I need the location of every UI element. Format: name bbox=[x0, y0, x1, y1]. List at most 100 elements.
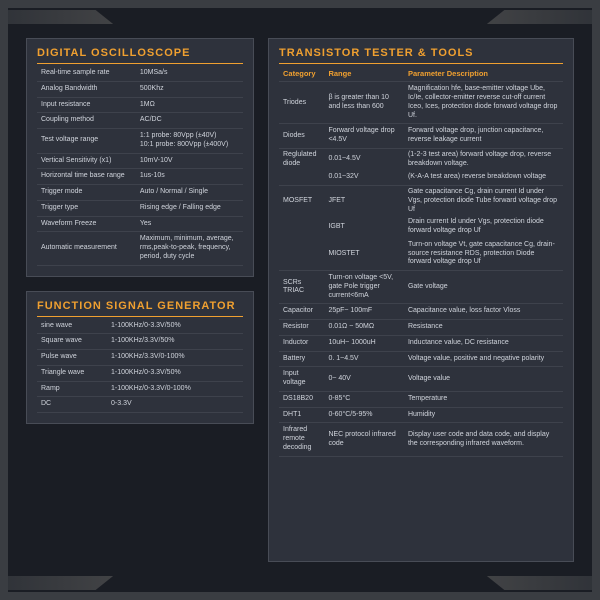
spec-value: Maximum, minimum, average, rms,peak-to-p… bbox=[136, 232, 243, 265]
table-row: Waveform FreezeYes bbox=[37, 216, 243, 232]
tester-description: Temperature bbox=[404, 391, 563, 407]
table-row: Triangle wave1-100KHz/0-3.3V/50% bbox=[37, 365, 243, 381]
table-row: Battery0. 1~4.5VVoltage value, positive … bbox=[279, 351, 563, 367]
table-row: Input resistance1MΩ bbox=[37, 97, 243, 113]
spec-value: 1:1 probe: 80Vpp (±40V)10:1 probe: 800Vp… bbox=[136, 129, 243, 154]
spec-label: sine wave bbox=[37, 319, 107, 334]
tester-description: (1-2-3 test area) forward voltage drop, … bbox=[404, 148, 563, 170]
tester-description: Drain current Id under Vgs, protection d… bbox=[404, 216, 563, 238]
table-row: DC0-3.3V bbox=[37, 397, 243, 413]
table-row: Real-time sample rate10MSa/s bbox=[37, 66, 243, 81]
table-row: DiodesForward voltage drop <4.5VForward … bbox=[279, 124, 563, 149]
table-row: Capacitor25pF~ 100mFCapacitance value, l… bbox=[279, 304, 563, 320]
tester-category: DHT1 bbox=[279, 407, 324, 423]
table-row: Reglulated diode0.01~4.5V(1-2-3 test are… bbox=[279, 148, 563, 170]
tester-description: Voltage value bbox=[404, 367, 563, 392]
tester-description: Humidity bbox=[404, 407, 563, 423]
spec-label: Input resistance bbox=[37, 97, 136, 113]
tester-range: Forward voltage drop <4.5V bbox=[324, 124, 404, 149]
tester-range: 10uH~ 1000uH bbox=[324, 335, 404, 351]
spec-label: Trigger type bbox=[37, 200, 136, 216]
content-columns: DIGITAL OSCILLOSCOPE Real-time sample ra… bbox=[26, 38, 574, 562]
table-row: Pulse wave1-100KHz/3.3V/0-100% bbox=[37, 350, 243, 366]
table-row: sine wave1-100KHz/0-3.3V/50% bbox=[37, 319, 243, 334]
spec-value: 1us-10s bbox=[136, 169, 243, 185]
tester-range: 25pF~ 100mF bbox=[324, 304, 404, 320]
tester-description: Gate capacitance Cg, drain current Id un… bbox=[404, 186, 563, 217]
tester-category: Capacitor bbox=[279, 304, 324, 320]
tester-range: 0.01Ω ~ 50MΩ bbox=[324, 320, 404, 336]
spec-value: AC/DC bbox=[136, 113, 243, 129]
oscilloscope-panel: DIGITAL OSCILLOSCOPE Real-time sample ra… bbox=[26, 38, 254, 277]
right-column: TRANSISTOR TESTER & TOOLS Category Range… bbox=[268, 38, 574, 562]
spec-value: Yes bbox=[136, 216, 243, 232]
th-description: Parameter Description bbox=[404, 66, 563, 82]
tester-category: Battery bbox=[279, 351, 324, 367]
tester-range: 0. 1~4.5V bbox=[324, 351, 404, 367]
spec-value: 0-3.3V bbox=[107, 397, 243, 413]
fsg-title: FUNCTION SIGNAL GENERATOR bbox=[37, 300, 243, 317]
table-row: Resistor0.01Ω ~ 50MΩResistance bbox=[279, 320, 563, 336]
spec-value: Rising edge / Falling edge bbox=[136, 200, 243, 216]
tester-category: Inductor bbox=[279, 335, 324, 351]
spec-value: 500Khz bbox=[136, 81, 243, 97]
tester-range: β is greater than 10 and less than 600 bbox=[324, 82, 404, 124]
table-row: Trigger modeAuto / Normal / Single bbox=[37, 185, 243, 201]
tester-category: Resistor bbox=[279, 320, 324, 336]
spec-label: Trigger mode bbox=[37, 185, 136, 201]
spec-value: Auto / Normal / Single bbox=[136, 185, 243, 201]
tester-category: Input voltage bbox=[279, 367, 324, 392]
spec-value: 1-100KHz/3.3V/0-100% bbox=[107, 350, 243, 366]
tester-description: Forward voltage drop, junction capacitan… bbox=[404, 124, 563, 149]
table-row: Automatic measurementMaximum, minimum, a… bbox=[37, 232, 243, 265]
spec-value: 1-100KHz/0-3.3V/50% bbox=[107, 365, 243, 381]
table-row: MIOSTETTurn-on voltage Vt, gate capacita… bbox=[279, 238, 563, 271]
spec-label: Vertical Sensitivity (x1) bbox=[37, 153, 136, 169]
tester-range: 0-85°C bbox=[324, 391, 404, 407]
frame-top-accent bbox=[8, 10, 592, 24]
spec-value: 1MΩ bbox=[136, 97, 243, 113]
tester-table: Category Range Parameter Description Tri… bbox=[279, 66, 563, 457]
tester-category: MOSFET bbox=[279, 186, 324, 217]
tester-description: Capacitance value, loss factor Vloss bbox=[404, 304, 563, 320]
spec-value: 1-100KHz/0-3.3V/50% bbox=[107, 319, 243, 334]
tester-category: SCRs TRIAC bbox=[279, 271, 324, 304]
tester-range: JFET bbox=[324, 186, 404, 217]
table-row: MOSFETJFETGate capacitance Cg, drain cur… bbox=[279, 186, 563, 217]
tester-range: Turn-on voltage <5V, gate Pole trigger c… bbox=[324, 271, 404, 304]
frame-bottom-accent bbox=[8, 576, 592, 590]
table-row: IGBTDrain current Id under Vgs, protecti… bbox=[279, 216, 563, 238]
tester-range: NEC protocol infrared code bbox=[324, 423, 404, 456]
tester-range: 0-60°C/5-95% bbox=[324, 407, 404, 423]
tester-description: Voltage value, positive and negative pol… bbox=[404, 351, 563, 367]
spec-label: Triangle wave bbox=[37, 365, 107, 381]
tester-title: TRANSISTOR TESTER & TOOLS bbox=[279, 47, 563, 64]
tester-description: (K-A-A test area) reverse breakdown volt… bbox=[404, 170, 563, 185]
table-row: Vertical Sensitivity (x1)10mV-10V bbox=[37, 153, 243, 169]
spec-value: 1-100KHz/3.3V/50% bbox=[107, 334, 243, 350]
tester-category bbox=[279, 170, 324, 185]
tester-category: Infrared remote decoding bbox=[279, 423, 324, 456]
tester-panel: TRANSISTOR TESTER & TOOLS Category Range… bbox=[268, 38, 574, 562]
table-row: SCRs TRIACTurn-on voltage <5V, gate Pole… bbox=[279, 271, 563, 304]
table-row: Square wave1-100KHz/3.3V/50% bbox=[37, 334, 243, 350]
tester-range: 0.01~32V bbox=[324, 170, 404, 185]
spec-label: Analog Bandwidth bbox=[37, 81, 136, 97]
spec-label: Ramp bbox=[37, 381, 107, 397]
tech-frame: DIGITAL OSCILLOSCOPE Real-time sample ra… bbox=[0, 0, 600, 600]
tester-description: Inductance value, DC resistance bbox=[404, 335, 563, 351]
tester-description: Turn-on voltage Vt, gate capacitance Cg,… bbox=[404, 238, 563, 271]
oscilloscope-table: Real-time sample rate10MSa/sAnalog Bandw… bbox=[37, 66, 243, 266]
spec-label: Waveform Freeze bbox=[37, 216, 136, 232]
tester-range: 0.01~4.5V bbox=[324, 148, 404, 170]
table-row: Ramp1-100KHz/0-3.3V/0-100% bbox=[37, 381, 243, 397]
tester-description: Gate voltage bbox=[404, 271, 563, 304]
fsg-table: sine wave1-100KHz/0-3.3V/50%Square wave1… bbox=[37, 319, 243, 414]
spec-label: Automatic measurement bbox=[37, 232, 136, 265]
table-row: Coupling methodAC/DC bbox=[37, 113, 243, 129]
tester-category: Diodes bbox=[279, 124, 324, 149]
tester-category bbox=[279, 238, 324, 271]
table-row: Analog Bandwidth500Khz bbox=[37, 81, 243, 97]
left-column: DIGITAL OSCILLOSCOPE Real-time sample ra… bbox=[26, 38, 254, 562]
spec-label: Pulse wave bbox=[37, 350, 107, 366]
